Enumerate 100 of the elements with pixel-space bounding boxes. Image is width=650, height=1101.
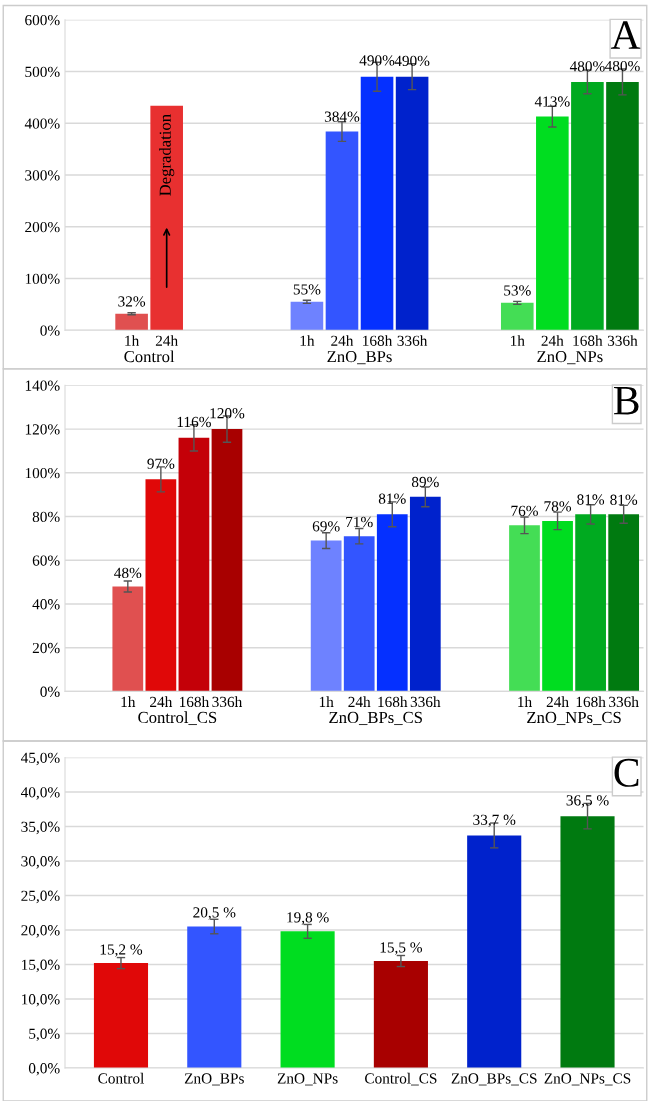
bar: [395, 76, 429, 331]
x-tick-label: 1h: [125, 335, 140, 346]
x-tick-label: 168h: [573, 335, 603, 346]
y-tick-label: 40%: [32, 599, 60, 610]
x-tick-label: 168h: [179, 696, 209, 708]
x-tick-label: 336h: [212, 696, 243, 708]
data-label: 20,5 %: [193, 907, 236, 920]
x-tick-label: 24h: [348, 696, 371, 707]
y-tick-label: 0%: [40, 325, 60, 336]
data-label: 116%: [177, 416, 211, 428]
y-tick-label: 120%: [25, 424, 60, 435]
bar: [571, 81, 604, 331]
x-tick-label: 24h: [331, 335, 354, 346]
data-label: 32%: [118, 296, 146, 307]
data-label: 71%: [346, 516, 373, 528]
bar: [150, 105, 183, 331]
text: Control: [124, 350, 175, 363]
data-label: 33,7 %: [473, 814, 516, 828]
bar: [500, 302, 534, 331]
text: ZnO_BPs: [327, 351, 392, 365]
data-label: 413%: [534, 96, 570, 107]
bar: [542, 520, 573, 692]
y-tick-label: 500%: [25, 66, 60, 78]
x-tick-label: 336h: [609, 696, 639, 708]
bar: [178, 437, 210, 692]
x-tick-label: 168h: [378, 696, 408, 708]
data-label: 19,8 %: [287, 912, 329, 925]
data-label: 480%: [569, 61, 605, 72]
y-tick-label: 10,0%: [22, 994, 60, 1007]
y-tick-label: 0,0%: [28, 1063, 60, 1076]
y-tick-label: 600%: [25, 14, 60, 26]
bar: [606, 81, 639, 331]
text: ZnO_BPs_CS: [329, 711, 422, 726]
y-tick-label: 80%: [32, 511, 60, 523]
data-label: 48%: [114, 567, 142, 579]
bar: [93, 963, 149, 1068]
bar: [145, 479, 177, 692]
bar: [608, 514, 640, 692]
x-tick-label: 336h: [397, 335, 428, 346]
text: ZnO_NPs_CS: [527, 711, 621, 726]
bar: [536, 116, 569, 331]
bar: [211, 429, 243, 692]
y-tick-label: 5,0%: [29, 1028, 60, 1042]
y-tick-label: 60%: [32, 555, 60, 566]
bar: [373, 961, 428, 1068]
y-tick-label: 45,0%: [20, 752, 60, 766]
bar: [467, 835, 522, 1068]
bar: [115, 313, 148, 331]
data-label: 480%: [604, 60, 640, 72]
x-tick-label: Control: [98, 1072, 145, 1084]
data-label: 55%: [293, 284, 321, 295]
data-label: 78%: [544, 501, 572, 512]
x-tick-label: 24h: [155, 335, 178, 346]
bar: [343, 536, 375, 692]
x-tick-label: 1h: [300, 335, 315, 346]
x-tick-label: 1h: [510, 335, 525, 346]
data-label: 36,5 %: [566, 795, 609, 808]
data-label: 384%: [324, 111, 360, 122]
data-label: 15,5 %: [380, 942, 423, 955]
y-tick-label: 20%: [32, 642, 60, 654]
text: Control_CS: [138, 711, 217, 726]
y-tick-label: 400%: [24, 118, 60, 129]
annotation: B: [614, 386, 639, 415]
x-tick-label: 168h: [576, 696, 606, 708]
y-tick-label: 35,0%: [21, 821, 60, 835]
y-tick-label: 100%: [25, 467, 60, 479]
y-tick-label: 40,0%: [20, 787, 60, 800]
x-tick-label: Control_CS: [365, 1072, 437, 1086]
data-label: 81%: [610, 494, 638, 505]
x-tick-label: 336h: [607, 335, 638, 346]
y-tick-label: 20,0%: [21, 925, 60, 938]
y-tick-label: 15,0%: [22, 959, 60, 973]
annotation: A: [610, 21, 641, 49]
bar: [290, 301, 324, 331]
bar: [575, 514, 606, 692]
bar: [112, 586, 144, 692]
x-tick-label: ZnO_NPs: [277, 1073, 338, 1086]
x-tick-label: 336h: [410, 696, 441, 708]
data-label: 120%: [210, 408, 245, 419]
x-tick-label: 168h: [363, 335, 393, 346]
y-tick-label: 300%: [25, 170, 60, 181]
data-label: 490%: [394, 55, 430, 67]
text: ZnO_NPs: [537, 351, 603, 365]
y-tick-label: 25,0%: [21, 890, 60, 904]
bar: [280, 931, 335, 1068]
x-tick-label: 24h: [546, 696, 569, 707]
data-label: 97%: [147, 458, 175, 469]
bar: [325, 131, 359, 331]
bar: [560, 816, 615, 1068]
x-tick-label: 1h: [518, 696, 532, 707]
x-tick-label: 24h: [541, 335, 564, 346]
bar: [310, 540, 342, 692]
x-tick-label: 1h: [319, 696, 334, 707]
data-label: 89%: [411, 476, 439, 488]
x-tick-label: ZnO_BPs: [184, 1073, 244, 1086]
annotation: C: [614, 758, 639, 787]
x-tick-label: ZnO_BPs_CS: [451, 1073, 537, 1086]
data-label: 490%: [359, 55, 395, 66]
bar: [376, 514, 408, 692]
x-tick-label: 1h: [121, 696, 136, 707]
